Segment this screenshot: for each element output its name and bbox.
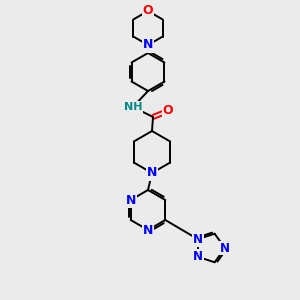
Text: N: N bbox=[193, 233, 203, 246]
Text: N: N bbox=[125, 194, 136, 206]
Text: O: O bbox=[143, 4, 153, 17]
Text: N: N bbox=[143, 38, 153, 52]
Text: N: N bbox=[147, 167, 157, 179]
Text: N: N bbox=[193, 250, 203, 263]
Text: N: N bbox=[220, 242, 230, 254]
Text: O: O bbox=[163, 104, 173, 118]
Text: NH: NH bbox=[124, 102, 142, 112]
Text: N: N bbox=[143, 224, 153, 236]
